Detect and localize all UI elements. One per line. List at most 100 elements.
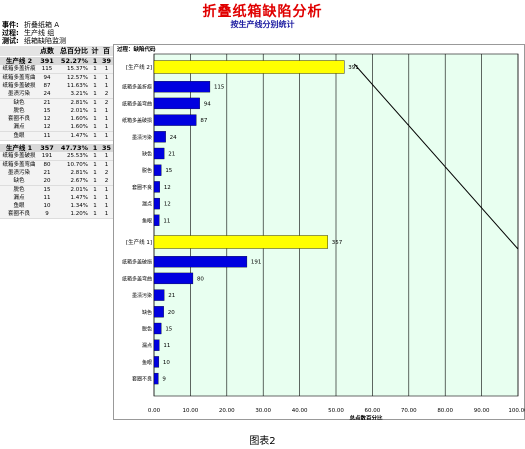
item-label: 缺色 bbox=[142, 309, 152, 316]
table-cell: 总百分比 bbox=[60, 47, 88, 55]
figure-caption: 图表2 bbox=[249, 436, 276, 447]
meta-process-label: 过程: bbox=[2, 29, 19, 37]
item-label: 纸箱多盖折痕 bbox=[122, 84, 152, 91]
item-bar bbox=[153, 272, 194, 285]
item-value-label: 9 bbox=[162, 377, 166, 383]
x-tick-label: 50.00 bbox=[328, 408, 344, 414]
table-cell: 2.01% bbox=[70, 186, 88, 193]
item-label: 墨渍污染 bbox=[132, 292, 152, 299]
table-cell: 11.63% bbox=[67, 82, 88, 89]
item-value-label: 21 bbox=[168, 293, 175, 299]
table-cell: 纸箱多盖破损 bbox=[2, 153, 36, 160]
table-cell: 15 bbox=[43, 107, 51, 114]
table-cell: 漏点 bbox=[13, 124, 25, 131]
table-cell: 1 bbox=[93, 66, 97, 73]
meta-event: 事件: 折叠纸箱 A bbox=[2, 21, 59, 29]
item-label: 鱼眼 bbox=[142, 359, 152, 366]
table-cell: 47.73% bbox=[60, 144, 88, 152]
table-cell: 10 bbox=[43, 203, 51, 210]
table-cell: 1.47% bbox=[70, 132, 88, 139]
item-bar bbox=[153, 306, 164, 318]
item-label: 漏点 bbox=[142, 342, 152, 349]
table-cell: 漏点 bbox=[13, 194, 25, 201]
item-value-label: 24 bbox=[170, 135, 177, 141]
x-tick-label: 90.00 bbox=[474, 408, 490, 414]
table-cell: 1 bbox=[104, 66, 109, 73]
table-cell: 87 bbox=[43, 82, 51, 89]
item-label: 漏点 bbox=[142, 201, 152, 208]
table-cell: 1 bbox=[104, 107, 109, 114]
meta-process: 过程: 生产线 组 bbox=[2, 29, 54, 37]
table-cell: 墨渍污染 bbox=[7, 91, 30, 98]
table-cell: 百 bbox=[103, 47, 110, 55]
table-cell: 点数 bbox=[40, 47, 54, 55]
meta-event-value: 折叠纸箱 A bbox=[24, 21, 60, 29]
table-cell: 1 bbox=[104, 82, 109, 89]
table-cell: 计 bbox=[91, 47, 99, 55]
table-group-row: 生产线 1 357 47.73% 1 35 bbox=[0, 144, 113, 152]
table-cell: 80 bbox=[43, 161, 51, 168]
item-bar bbox=[153, 164, 162, 176]
table-cell: 1.20% bbox=[70, 211, 88, 218]
table-cell: 1 bbox=[104, 161, 109, 168]
table-cell: 115 bbox=[41, 66, 53, 73]
item-value-label: 10 bbox=[163, 360, 170, 366]
table-cell: 脱色 bbox=[13, 186, 25, 193]
table-cell: 12 bbox=[43, 124, 51, 131]
chart-subtitle: 按生产线分别统计 bbox=[230, 20, 295, 29]
item-bar bbox=[153, 256, 248, 268]
item-value-label: 21 bbox=[168, 152, 175, 158]
table-cell: 25.53% bbox=[67, 153, 88, 160]
x-tick-label: 20.00 bbox=[219, 408, 235, 414]
item-label: 套圈不良 bbox=[132, 376, 152, 383]
table-cell: 2.81% bbox=[70, 99, 88, 106]
table-cell: 15.37% bbox=[67, 66, 88, 73]
item-label: 纸箱多盖破损 bbox=[122, 117, 152, 124]
x-tick-label: 40.00 bbox=[292, 408, 308, 414]
table-cell: 1.60% bbox=[70, 124, 88, 131]
item-label: 鱼眼 bbox=[142, 217, 152, 224]
item-label: 脱色 bbox=[142, 167, 152, 174]
table-cell: 1.60% bbox=[70, 116, 88, 123]
item-value-label: 115 bbox=[214, 85, 225, 91]
group-bar bbox=[153, 235, 328, 249]
group-value-label: 357 bbox=[332, 240, 343, 246]
cumulative-line bbox=[353, 63, 519, 250]
table-cell: 1 bbox=[104, 186, 109, 193]
table-cell: 1 bbox=[93, 211, 97, 218]
table-cell: 2 bbox=[104, 91, 109, 98]
table-cell: 94 bbox=[43, 74, 51, 81]
item-bar bbox=[153, 97, 200, 110]
table-cell: 套圈不良 bbox=[7, 211, 30, 218]
item-value-label: 12 bbox=[164, 202, 171, 208]
table-cell: 15 bbox=[43, 186, 51, 193]
table-row: 鱼眼 11 1.47% 1 1 bbox=[0, 131, 113, 141]
item-bar bbox=[153, 339, 160, 351]
item-value-label: 87 bbox=[200, 118, 207, 124]
table-cell: 1 bbox=[93, 153, 97, 160]
meta-test-value: 纸箱缺陷监测 bbox=[24, 37, 66, 45]
item-label: 纸箱多盖弯曲 bbox=[122, 275, 152, 282]
item-bar bbox=[153, 322, 162, 335]
table-cell: 鱼眼 bbox=[13, 203, 25, 210]
item-value-label: 11 bbox=[163, 343, 170, 349]
table-cell: 9 bbox=[45, 211, 49, 218]
table-cell: 脱色 bbox=[13, 107, 25, 114]
item-label: 墨渍污染 bbox=[132, 134, 152, 141]
table-cell: 1 bbox=[93, 107, 97, 114]
table-cell: 2 bbox=[104, 169, 109, 176]
table-cell: 1 bbox=[93, 116, 97, 123]
item-bar bbox=[153, 81, 211, 93]
table-cell: 1 bbox=[93, 74, 97, 81]
table-cell: 1 bbox=[104, 194, 109, 201]
item-bar bbox=[153, 372, 159, 385]
item-bar bbox=[153, 214, 160, 226]
table-cell: 357 bbox=[40, 144, 54, 152]
table-cell: 11 bbox=[43, 194, 51, 201]
table-cell: 2.81% bbox=[70, 169, 88, 176]
table-cell: 24 bbox=[43, 91, 51, 98]
item-value-label: 12 bbox=[164, 185, 171, 191]
table-cell: 纸箱多盖破损 bbox=[2, 82, 36, 89]
x-tick-label: 80.00 bbox=[437, 408, 453, 414]
table-cell: 生产线 1 bbox=[5, 144, 33, 152]
